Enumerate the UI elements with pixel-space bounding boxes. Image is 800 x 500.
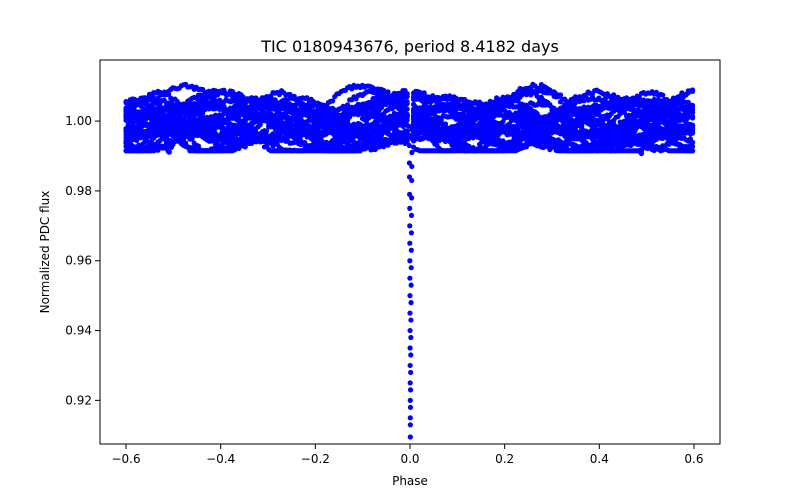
data-point (310, 128, 317, 134)
data-point (689, 148, 696, 154)
data-point (129, 130, 136, 136)
data-point (264, 128, 270, 134)
data-point (617, 145, 623, 151)
data-point (300, 101, 306, 107)
data-point (361, 138, 368, 144)
data-point (361, 123, 368, 129)
data-point (457, 143, 463, 150)
data-point (549, 124, 555, 130)
data-point (344, 102, 351, 108)
data-point (430, 122, 436, 128)
data-point (376, 123, 383, 129)
data-point (278, 115, 285, 122)
data-point (432, 111, 438, 117)
data-point (276, 92, 282, 98)
data-point (543, 129, 549, 135)
data-point (579, 123, 585, 129)
data-point (421, 114, 427, 121)
data-point (404, 101, 410, 107)
data-point (385, 89, 391, 95)
scatter-points (123, 81, 696, 440)
data-point (381, 87, 387, 94)
data-point (404, 128, 410, 134)
data-point (442, 121, 449, 127)
data-point (315, 125, 321, 131)
data-point (555, 143, 561, 149)
data-point (528, 122, 534, 129)
data-point (200, 119, 206, 125)
data-point (438, 118, 444, 124)
data-point (677, 135, 683, 141)
data-point (651, 147, 657, 154)
data-point (210, 116, 216, 122)
data-point (594, 117, 600, 123)
data-point (404, 106, 410, 112)
data-point (242, 144, 248, 150)
data-point (491, 99, 498, 105)
data-point (180, 104, 187, 110)
data-point (689, 109, 696, 115)
data-point (195, 143, 202, 149)
data-point (489, 131, 495, 137)
data-point (623, 117, 630, 124)
data-point (210, 137, 216, 143)
data-point (598, 143, 604, 149)
data-point (389, 114, 395, 120)
data-point (189, 136, 195, 142)
data-point (689, 129, 696, 135)
data-point (689, 102, 696, 108)
data-point (462, 114, 468, 120)
data-point (528, 141, 534, 147)
data-point (212, 125, 219, 131)
data-point (481, 126, 487, 133)
data-point (689, 115, 696, 121)
data-point (155, 125, 161, 131)
data-point (553, 120, 559, 127)
data-point (474, 146, 481, 152)
data-point (291, 116, 297, 122)
data-point (604, 125, 610, 131)
data-point (183, 129, 189, 135)
data-point (249, 139, 255, 146)
data-point (336, 144, 342, 150)
data-point (159, 122, 165, 129)
